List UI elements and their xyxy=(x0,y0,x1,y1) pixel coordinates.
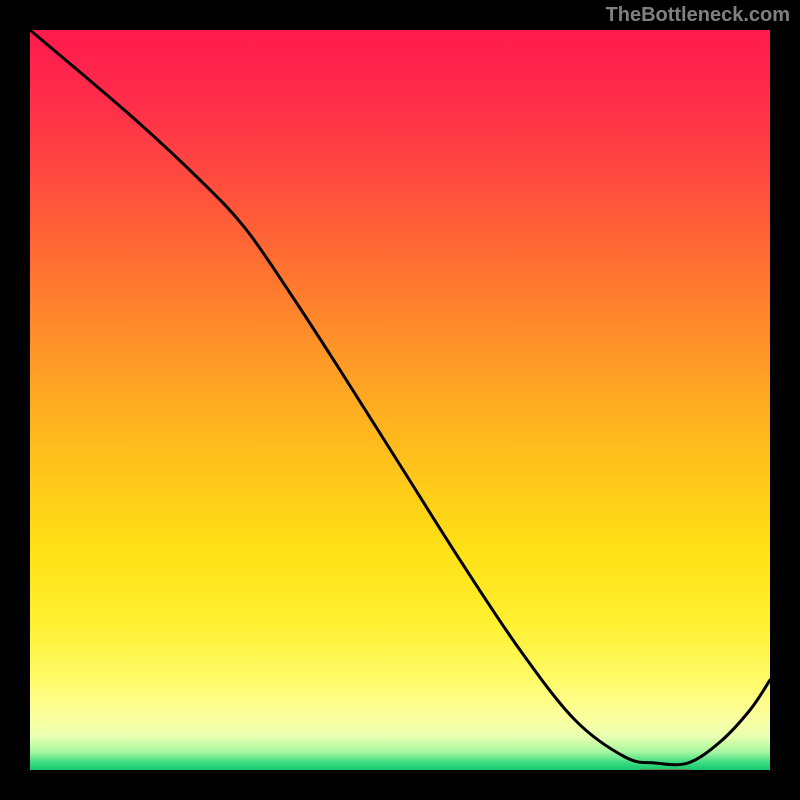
chart-svg: ________ xyxy=(0,0,800,800)
chart-root: TheBottleneck.com ________ xyxy=(0,0,800,800)
optimal-range-marker: ________ xyxy=(640,759,691,771)
plot-background xyxy=(30,30,770,770)
watermark-text: TheBottleneck.com xyxy=(606,4,790,27)
